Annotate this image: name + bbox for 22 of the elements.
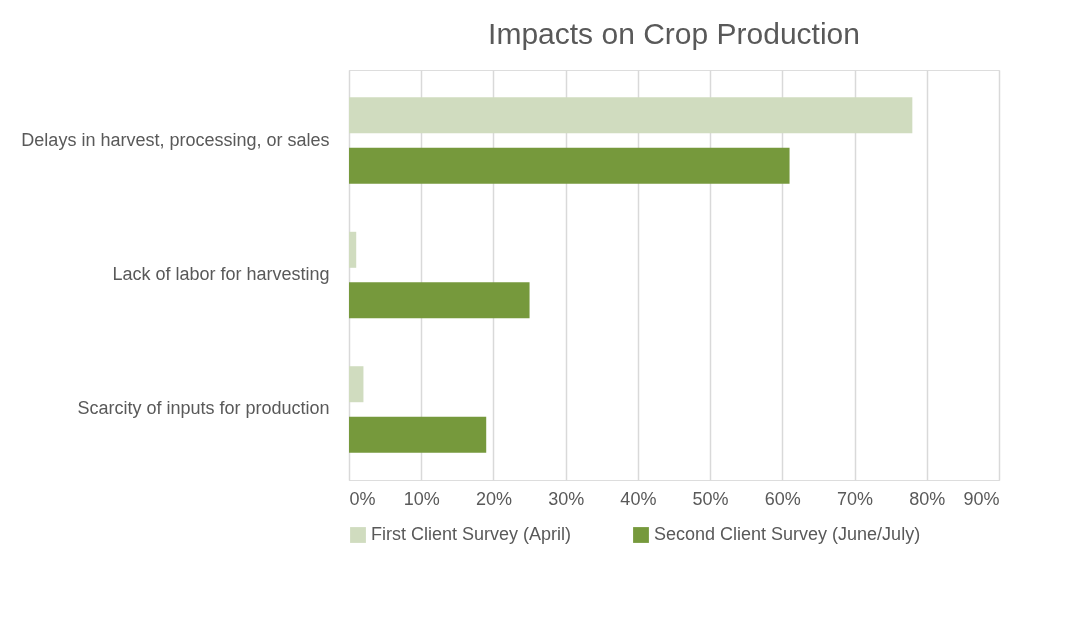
x-tick-label: 70% bbox=[837, 488, 874, 509]
x-tick-label: 10% bbox=[403, 488, 440, 509]
x-tick-label: 50% bbox=[692, 488, 729, 509]
bar bbox=[349, 97, 913, 134]
bar bbox=[349, 147, 790, 184]
x-tick-label: 80% bbox=[909, 488, 946, 509]
x-tick-label: 90% bbox=[963, 488, 1000, 509]
y-tick-label: Delays in harvest, processing, or sales bbox=[21, 129, 330, 150]
chart-title: Impacts on Crop Production bbox=[488, 17, 860, 50]
x-tick-label: 20% bbox=[475, 488, 512, 509]
x-tick-label: 0% bbox=[349, 488, 376, 509]
x-tick-label: 60% bbox=[764, 488, 801, 509]
legend-label: Second Client Survey (June/July) bbox=[654, 524, 921, 544]
x-tick-label: 40% bbox=[620, 488, 657, 509]
legend-label: First Client Survey (April) bbox=[371, 524, 572, 544]
bar bbox=[349, 416, 487, 453]
y-tick-label: Lack of labor for harvesting bbox=[112, 264, 330, 284]
bar bbox=[349, 282, 530, 319]
y-tick-label: Scarcity of inputs for production bbox=[77, 398, 330, 419]
x-tick-label: 30% bbox=[548, 488, 585, 509]
bar bbox=[349, 366, 364, 403]
bar bbox=[349, 231, 357, 268]
